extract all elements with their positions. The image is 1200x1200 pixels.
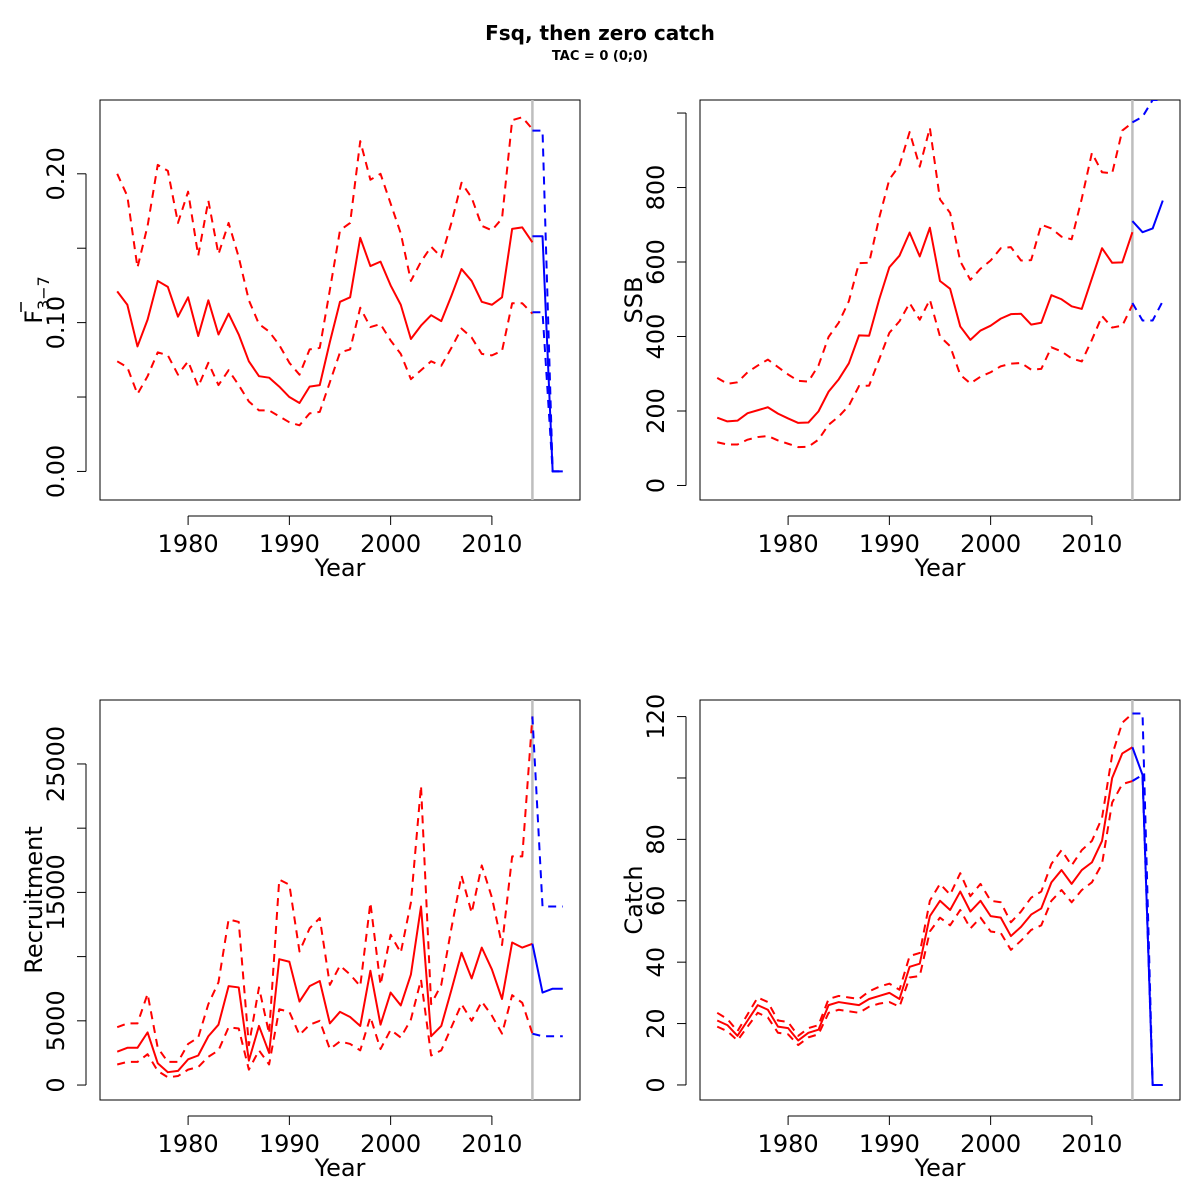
y-axis-label: Recruitment — [20, 826, 48, 973]
x-tick-label: 2010 — [461, 1130, 522, 1158]
series-group — [716, 712, 1163, 1086]
y-axis-label: SSB — [620, 277, 648, 324]
x-tick-label: 1980 — [758, 530, 819, 558]
estimate-interval-line — [716, 121, 1134, 385]
estimate-interval-line — [716, 780, 1133, 1047]
panel-group: 1980 1990 2000 2010Year0.000.100.20F3−71980… — [20, 99, 1181, 1182]
forecast-line — [1131, 200, 1164, 234]
y-tick-label: 0 — [642, 1077, 670, 1092]
forecast-interval-line — [1131, 100, 1163, 124]
y-tick-label: 60 — [642, 885, 670, 916]
x-axis-label: Year — [314, 1154, 366, 1182]
x-tick-label: 2010 — [461, 530, 522, 558]
y-axis-label-subscript: 3−7 — [34, 276, 53, 310]
series-group — [116, 116, 563, 473]
estimate-line — [116, 226, 534, 404]
y-axis-label: Catch — [620, 865, 648, 934]
estimate-interval-line — [116, 302, 534, 427]
estimate-interval-line — [716, 712, 1134, 1037]
estimate-interval-line — [116, 978, 534, 1079]
y-tick-label: 25000 — [42, 726, 70, 802]
x-tick-label: 1980 — [158, 1130, 219, 1158]
estimate-interval-line — [116, 116, 534, 376]
estimate-interval-line — [717, 298, 1134, 449]
plot-frame — [99, 99, 581, 501]
y-tick-label: 0 — [42, 1077, 70, 1092]
estimate-interval-line — [116, 716, 534, 1063]
forecast-interval-line — [1132, 712, 1163, 1086]
y-tick-label: 0.20 — [42, 147, 70, 200]
x-tick-label: 2010 — [1061, 1130, 1122, 1158]
plot-frame — [699, 699, 1181, 1101]
x-tick-label: 1980 — [158, 530, 219, 558]
series-group — [716, 100, 1164, 449]
y-axis-label-main: F — [20, 310, 48, 324]
chart-panel-bottom-left: 1980 1990 2000 2010 Year 0 5000 15000 25000 Recru… — [20, 699, 581, 1182]
x-axis-label: Year — [314, 554, 366, 582]
forecast-interval-line — [532, 1032, 563, 1038]
estimate-line — [116, 905, 533, 1074]
forecast-interval-line — [532, 311, 563, 473]
y-tick-label: 80 — [642, 824, 670, 855]
plot-frame — [699, 99, 1181, 501]
figure-title: Fsq, then zero catch — [485, 21, 715, 45]
y-tick-label: 20 — [642, 1008, 670, 1039]
x-axis-label: Year — [914, 554, 966, 582]
chart-panel-bottom-right: 1980 1990 2000 2010 Year 0 20 40 60 80 120 Catch — [620, 694, 1181, 1182]
y-tick-label: 800 — [642, 165, 670, 211]
estimate-line — [716, 226, 1134, 424]
x-tick-label: 2000 — [960, 530, 1021, 558]
y-tick-label: 0.00 — [42, 445, 70, 498]
x-tick-label: 1990 — [259, 1130, 320, 1158]
x-axis-label: Year — [914, 1154, 966, 1182]
chart-panel-top-left: 1980 1990 2000 2010 Year 0.00 0.10 0.20 F3−7 — [20, 99, 581, 582]
y-axis-label: F3−7 — [20, 276, 53, 324]
x-tick-label: 2010 — [1061, 530, 1122, 558]
y-tick-label: 600 — [642, 239, 670, 285]
y-tick-label: 0 — [642, 478, 670, 493]
forecast-interval-line — [1131, 773, 1163, 1086]
y-tick-label: 400 — [642, 314, 670, 360]
series-group — [116, 716, 563, 1079]
y-tick-label: 15000 — [42, 854, 70, 930]
estimate-line — [716, 746, 1133, 1042]
y-tick-label: 40 — [642, 947, 670, 978]
y-tick-label: 200 — [642, 388, 670, 434]
y-tick-label: 0.10 — [42, 296, 70, 349]
y-tick-label: 120 — [642, 694, 670, 740]
chart-panel-top-right: 1980 1990 2000 2010 Year 0 200 400 600 800 SSB — [620, 99, 1181, 582]
x-tick-label: 2000 — [960, 1130, 1021, 1158]
plot-frame — [99, 699, 581, 1101]
x-tick-label: 1980 — [758, 1130, 819, 1158]
forecast-line — [531, 943, 563, 994]
x-tick-label: 1990 — [859, 1130, 920, 1158]
figure-subtitle: TAC = 0 (0;0) — [552, 49, 648, 64]
x-tick-label: 2000 — [360, 530, 421, 558]
x-tick-label: 1990 — [859, 530, 920, 558]
y-tick-label: 5000 — [42, 990, 70, 1051]
x-tick-label: 2000 — [360, 1130, 421, 1158]
x-tick-label: 1990 — [259, 530, 320, 558]
